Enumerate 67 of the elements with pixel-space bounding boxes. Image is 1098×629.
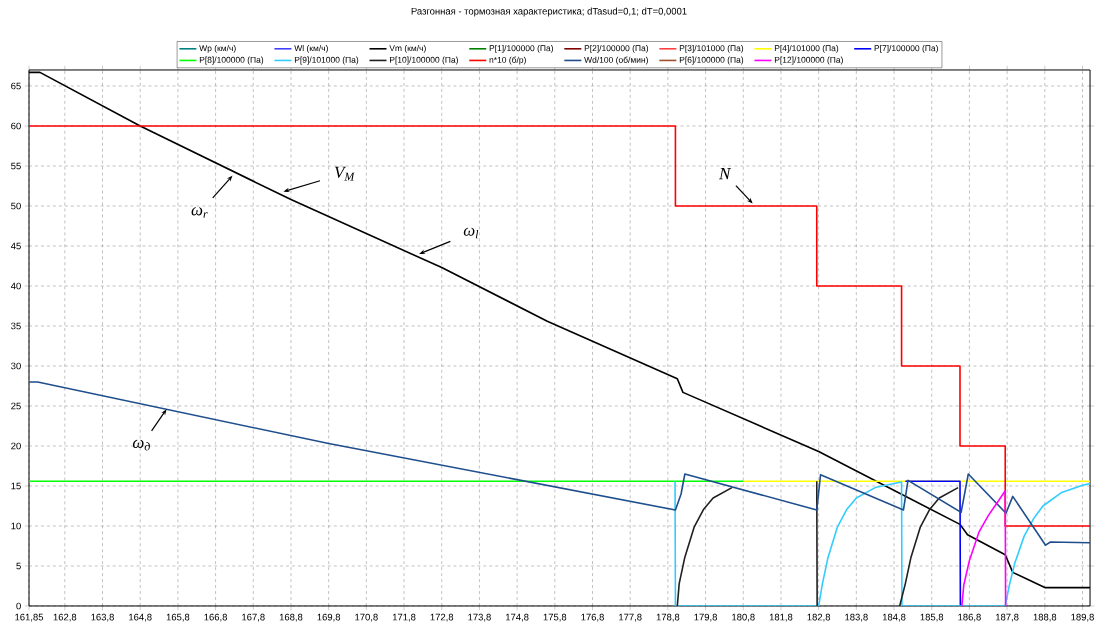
x-tick-label: 167,8	[242, 613, 265, 622]
x-tick-label: 185,8	[920, 613, 944, 622]
x-tick-label: 184,8	[882, 613, 906, 622]
x-tick-label: 180,8	[732, 613, 755, 622]
legend-label: P[6]/100000 (Па)	[679, 56, 744, 65]
line-series	[674, 480, 1091, 606]
legend-label: P[2]/100000 (Па)	[584, 44, 649, 53]
x-tick-label: 181,8	[769, 613, 793, 622]
y-tick-label: 25	[11, 402, 21, 410]
y-tick-label: 20	[11, 442, 21, 450]
legend-label: P[1]/100000 (Па)	[489, 44, 553, 53]
legend-label: P[12]/100000 (Па)	[774, 56, 843, 65]
legend-label: P[7]/100000 (Па)	[874, 44, 938, 53]
x-tick-label: 174,8	[505, 613, 529, 622]
annotation: V$_{М}$	[334, 166, 355, 181]
annotation: ω$_{д}$	[132, 439, 150, 451]
legend-label: Wp (км/ч)	[199, 44, 236, 53]
x-tick-label: 170,8	[355, 613, 378, 622]
y-tick-label: 55	[11, 162, 21, 170]
y-tick-label: 60	[11, 122, 21, 130]
x-tick-label: 182,8	[807, 613, 831, 622]
annotation: N	[718, 168, 732, 180]
x-tick-label: 161,85	[15, 613, 44, 622]
legend-label: P[8]/100000 (Па)	[199, 56, 264, 65]
chart-title: Разгонная - тормозная характеристика; dTasud=0,1; dT=0,0001	[411, 7, 687, 17]
x-tick-label: 164,8	[129, 613, 152, 622]
legend-label: P[9]/101000 (Па)	[294, 56, 359, 65]
legend-label: P[3]/101000 (Па)	[679, 44, 744, 53]
legend-label: Wl (км/ч)	[294, 44, 328, 53]
annotation: ω$_{l}$	[463, 227, 479, 239]
line-series	[29, 381, 1091, 546]
x-tick-label: 173,8	[468, 613, 491, 622]
x-tick-label: 163,8	[91, 613, 114, 622]
y-tick-label: 30	[11, 362, 21, 370]
legend-label: Vm (км/ч)	[389, 44, 426, 53]
x-tick-label: 166,8	[204, 613, 228, 622]
x-tick-label: 162,8	[53, 613, 77, 622]
x-tick-label: 179,8	[694, 613, 718, 622]
x-tick-label: 177,8	[619, 613, 642, 622]
y-tick-label: 15	[11, 482, 21, 490]
x-tick-label: 169,8	[317, 613, 341, 622]
line-series	[961, 489, 1007, 606]
x-tick-label: 183,8	[845, 613, 868, 622]
x-tick-label: 168,8	[279, 613, 303, 622]
legend-label: n*10 (б/р)	[489, 56, 526, 65]
y-tick-label: 35	[11, 322, 21, 330]
y-tick-label: 50	[11, 202, 21, 210]
y-tick-label: 45	[10, 242, 21, 250]
y-tick-label: 5	[16, 562, 21, 570]
y-tick-label: 65	[11, 82, 21, 90]
x-tick-label: 171,8	[392, 613, 416, 622]
legend-label: Wd/100 (об/мин)	[584, 56, 648, 65]
y-tick-label: 40	[10, 282, 21, 290]
y-tick-label: 10	[11, 522, 21, 530]
x-tick-label: 188,8	[1033, 613, 1057, 622]
annotation: ω$_{r}$	[191, 207, 208, 218]
legend-label: P[10]/100000 (Па)	[389, 56, 458, 65]
x-tick-label: 186,8	[958, 613, 981, 622]
x-tick-label: 187,8	[995, 613, 1019, 622]
y-tick-label: 0	[16, 602, 21, 610]
x-tick-label: 165,8	[166, 613, 190, 622]
x-tick-label: 176,8	[581, 613, 604, 622]
x-tick-label: 175,8	[543, 613, 567, 622]
x-tick-label: 172,8	[430, 613, 454, 622]
x-tick-label: 189,8	[1071, 613, 1094, 622]
x-tick-label: 178,8	[656, 613, 680, 622]
legend-label: P[4]/101000 (Па)	[774, 44, 839, 53]
